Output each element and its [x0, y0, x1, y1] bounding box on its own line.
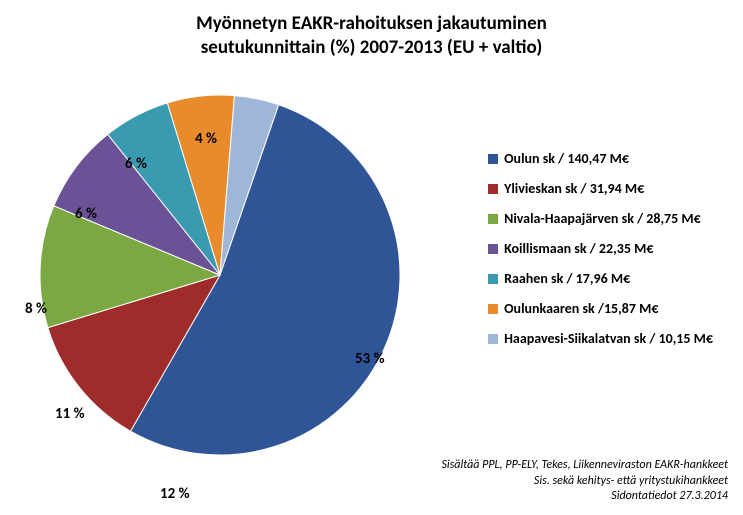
slice-pct-label: 12 %: [160, 485, 190, 503]
footnote-line1: Sisältää PPL, PP-ELY, Tekes, Liikennevir…: [441, 458, 728, 472]
slice-pct-label: 11 %: [55, 405, 85, 423]
slice-pct-label: 53 %: [355, 350, 385, 368]
legend-swatch: [488, 214, 498, 224]
title-line2: seutukunnittain (%) 2007-2013 (EU + valt…: [201, 36, 543, 59]
slice-pct-label: 6 %: [75, 205, 97, 223]
legend-swatch: [488, 154, 498, 164]
legend-item: Koillismaan sk / 22,35 M€: [488, 240, 713, 257]
legend-swatch: [488, 244, 498, 254]
legend-item: Haapavesi-Siikalatvan sk / 10,15 M€: [488, 330, 713, 347]
chart-title: Myönnetyn EAKR-rahoituksen jakautuminen …: [0, 12, 743, 60]
legend-swatch: [488, 304, 498, 314]
legend-swatch: [488, 274, 498, 284]
legend-label: Raahen sk / 17,96 M€: [504, 270, 630, 287]
legend-label: Oulun sk / 140,47 M€: [504, 150, 629, 167]
legend-swatch: [488, 184, 498, 194]
slice-pct-label: 6 %: [125, 155, 147, 173]
footnote-line3: Sidontatiedot 27.3.2014: [611, 489, 728, 503]
footnote: Sisältää PPL, PP-ELY, Tekes, Liikennevir…: [441, 458, 728, 505]
legend-label: Koillismaan sk / 22,35 M€: [504, 240, 653, 257]
legend-item: Oulun sk / 140,47 M€: [488, 150, 713, 167]
legend-label: Nivala-Haapajärven sk / 28,75 M€: [504, 210, 701, 227]
title-line1: Myönnetyn EAKR-rahoituksen jakautuminen: [196, 12, 547, 35]
legend-item: Oulunkaaren sk /15,87 M€: [488, 300, 713, 317]
legend: Oulun sk / 140,47 M€ Ylivieskan sk / 31,9…: [488, 150, 713, 347]
slice-pct-label: 8 %: [25, 300, 47, 318]
legend-label: Oulunkaaren sk /15,87 M€: [504, 300, 658, 317]
legend-item: Nivala-Haapajärven sk / 28,75 M€: [488, 210, 713, 227]
legend-label: Ylivieskan sk / 31,94 M€: [504, 180, 644, 197]
legend-item: Raahen sk / 17,96 M€: [488, 270, 713, 287]
slice-pct-label: 4 %: [195, 130, 217, 148]
footnote-line2: Sis. sekä kehitys- että yritystukihankke…: [534, 474, 728, 488]
legend-item: Ylivieskan sk / 31,94 M€: [488, 180, 713, 197]
legend-swatch: [488, 334, 498, 344]
legend-label: Haapavesi-Siikalatvan sk / 10,15 M€: [504, 330, 713, 347]
